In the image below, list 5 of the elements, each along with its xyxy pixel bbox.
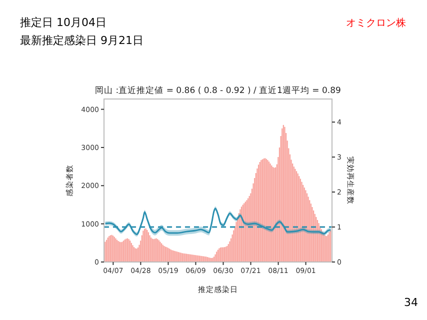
- chart-title: 岡山 :直近推定値 = 0.86 ( 0.8 - 0.92 ) / 直近1週平均 = 0.89: [95, 85, 341, 96]
- text: オミクロン株: [346, 17, 406, 29]
- text: 34: [404, 296, 418, 309]
- text: 最新推定感染日 9月21日: [20, 34, 144, 47]
- text: 推定日 10月04日: [20, 16, 106, 29]
